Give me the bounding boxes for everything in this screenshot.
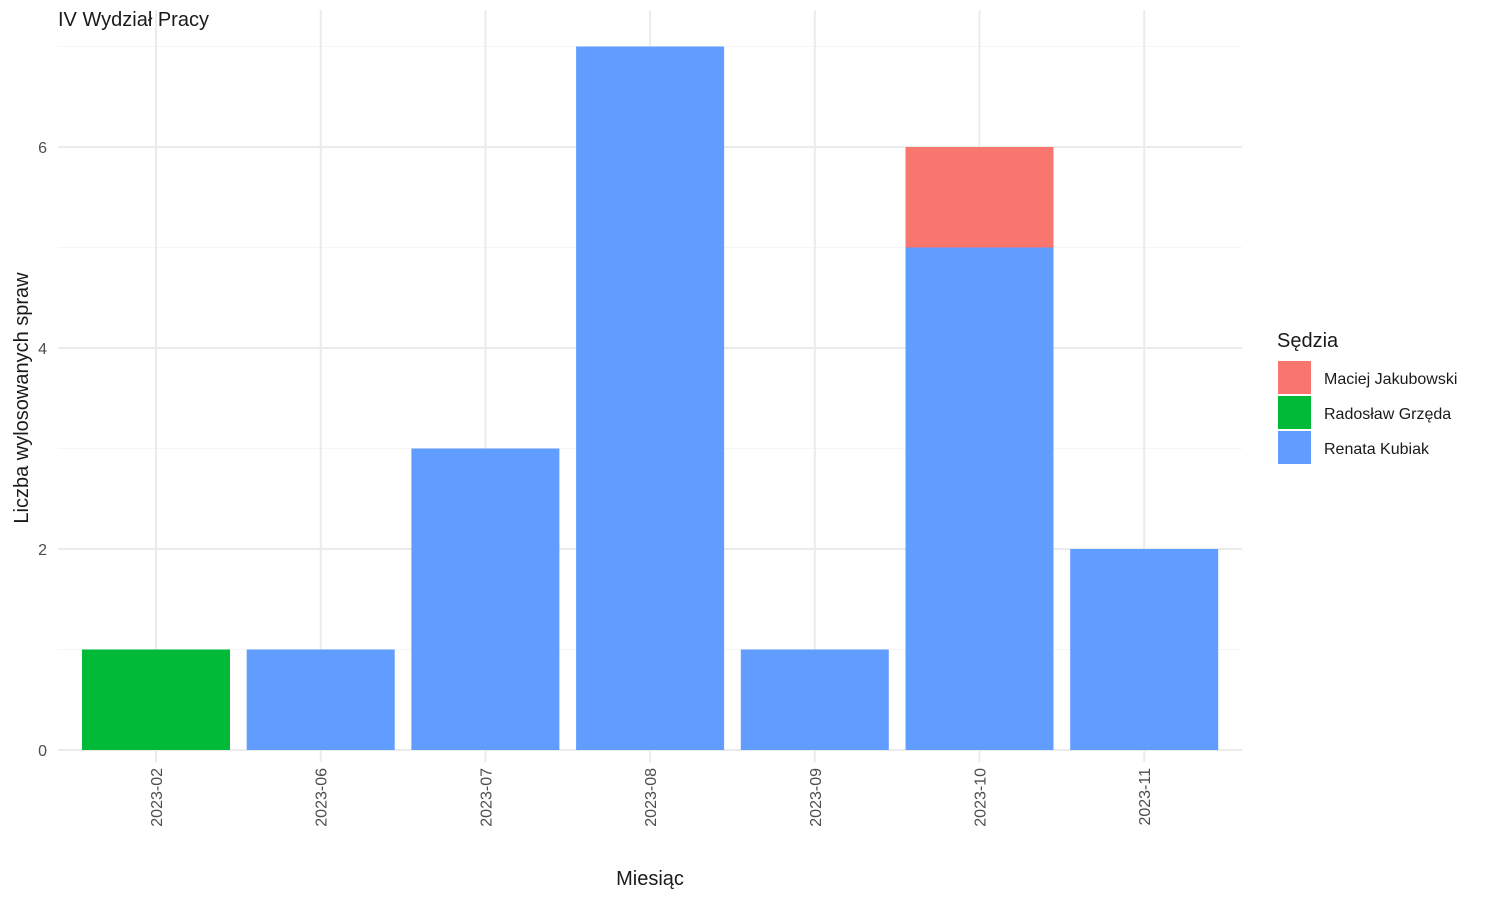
y-tick-label: 4: [38, 341, 47, 358]
y-tick-label: 6: [38, 140, 47, 157]
x-tick-label: 2023-06: [314, 768, 331, 827]
bar-segment: [246, 649, 395, 750]
legend-key: [1278, 431, 1311, 464]
bar-segment: [740, 649, 889, 750]
chart-title: IV Wydział Pracy: [58, 9, 209, 31]
legend: Sędzia Maciej Jakubowski Radosław Grzęda R…: [1277, 330, 1457, 464]
legend-label: Maciej Jakubowski: [1324, 371, 1457, 388]
legend-label: Renata Kubiak: [1324, 441, 1430, 458]
legend-label: Radosław Grzęda: [1324, 406, 1451, 423]
legend-key: [1278, 361, 1311, 394]
y-tick-label: 0: [38, 743, 47, 760]
bar-segment: [905, 247, 1054, 750]
legend-key: [1278, 396, 1311, 429]
x-axis-title: Miesiąc: [616, 868, 684, 890]
y-axis-ticks: 0 2 4 6: [38, 140, 47, 760]
bar-segment: [411, 448, 560, 750]
bars: [82, 46, 1219, 750]
bar-segment: [905, 147, 1054, 248]
x-axis-ticks: 2023-02 2023-06 2023-07 2023-08 2023-09 2023-…: [149, 768, 1154, 827]
y-axis-title: Liczba wylosowanych spraw: [11, 272, 33, 524]
x-tick-label: 2023-11: [1137, 768, 1154, 826]
x-tick-label: 2023-10: [973, 768, 990, 827]
x-tick-label: 2023-07: [478, 768, 495, 827]
bar-segment: [1070, 549, 1219, 750]
x-tick-label: 2023-08: [643, 768, 660, 827]
x-tick-label: 2023-09: [808, 768, 825, 827]
legend-title: Sędzia: [1277, 330, 1339, 352]
bar-segment: [82, 649, 230, 750]
bar-segment: [576, 46, 725, 750]
x-tick-label: 2023-02: [149, 768, 166, 827]
y-tick-label: 2: [38, 542, 47, 559]
